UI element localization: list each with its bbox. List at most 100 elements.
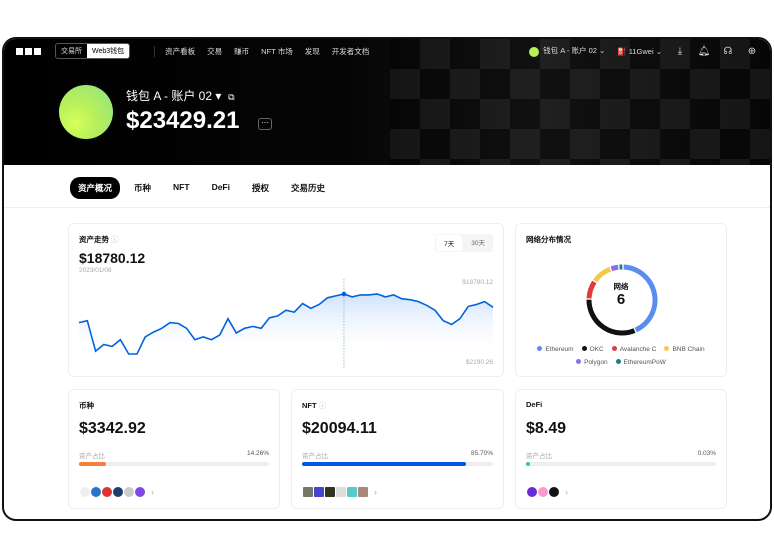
nav-link[interactable]: 赚币: [234, 46, 250, 56]
web3-wallet-tab[interactable]: Web3钱包: [87, 44, 130, 58]
card-title: 币种: [79, 401, 94, 410]
okx-logo[interactable]: [16, 47, 41, 55]
donut-slice-polygon[interactable]: [610, 264, 619, 272]
nft-card[interactable]: NFT ⓘ $20094.11 资产占比 85.70% ›: [291, 389, 504, 509]
donut-slice-avalanche-c[interactable]: [586, 280, 597, 299]
trend-chart[interactable]: [69, 224, 505, 378]
area-fill: [79, 294, 493, 358]
tab-bar: 资产概况 币种 NFT DeFi 授权 交易历史: [70, 177, 333, 199]
nav-link[interactable]: 交易: [207, 46, 223, 56]
hover-point[interactable]: [341, 291, 347, 297]
legend-item: Polygon: [576, 359, 608, 366]
card-title: DeFi: [526, 400, 543, 409]
more-icon[interactable]: ···: [258, 118, 272, 130]
wallet-name: 钱包 A - 账户 02: [126, 89, 213, 103]
range-7d[interactable]: 7天: [436, 235, 463, 251]
legend-item: OKC: [581, 346, 604, 353]
donut-slice-ethereum[interactable]: [623, 264, 658, 333]
protocol-icons[interactable]: ›: [526, 486, 568, 498]
card-value: $20094.11: [302, 420, 377, 437]
nft-thumb: [357, 486, 369, 498]
chevron-right-icon: ›: [374, 487, 377, 497]
nft-thumbnails[interactable]: ›: [302, 486, 377, 498]
download-icon[interactable]: ⤓: [677, 45, 683, 57]
trend-line: [78, 293, 494, 355]
account-label: 钱包 A - 账户 02: [543, 46, 597, 56]
gas-value: 11Gwei: [628, 46, 654, 56]
share-label: 资产占比: [526, 453, 552, 460]
tokens-card[interactable]: 币种 $3342.92 资产占比 14.26% ›: [68, 389, 280, 509]
share-bar-fill: [79, 462, 107, 466]
tab-tokens[interactable]: 币种: [134, 183, 152, 193]
network-title: 网络分布情况: [526, 235, 571, 244]
y-min-label: $2190.26: [465, 359, 493, 366]
account-avatar: [529, 46, 540, 57]
share-bar: [302, 462, 493, 466]
protocol-icon: [548, 486, 560, 498]
exchange-tab[interactable]: 交易所: [61, 48, 82, 55]
divider: [4, 207, 770, 208]
legend-row: Polygon EthereumPoW: [516, 359, 726, 366]
legend-row: Ethereum OKC Avalanche C BNB Chain: [516, 346, 726, 353]
gas-indicator[interactable]: ⛽ 11Gwei ⌄: [617, 46, 662, 56]
range-30d[interactable]: 30天: [471, 240, 485, 247]
trend-title: 资产走势: [79, 235, 109, 244]
share-label: 资产占比: [79, 453, 105, 460]
share-value: 85.70%: [470, 450, 493, 457]
card-value: $8.49: [526, 420, 567, 437]
legend-item: EthereumPoW: [615, 359, 666, 366]
info-icon[interactable]: ⓘ: [318, 401, 327, 410]
trend-date: 2023/01/08: [79, 267, 112, 274]
legend-item: BNB Chain: [664, 346, 705, 353]
header-banner: 交易所 Web3钱包 资产看板 交易 赚币 NFT 市场 发现 开发者文档 钱包…: [4, 39, 770, 165]
token-icons[interactable]: ›: [79, 486, 154, 498]
gas-pump-icon: ⛽: [617, 46, 627, 56]
share-label: 资产占比: [302, 453, 328, 460]
tab-history[interactable]: 交易历史: [291, 183, 326, 193]
bell-icon[interactable]: 🔔︎: [697, 45, 711, 57]
tab-nft[interactable]: NFT: [173, 182, 190, 192]
share-bar-fill: [526, 462, 530, 466]
wallet-avatar: [59, 85, 113, 139]
y-max-label: $18780.12: [462, 279, 493, 286]
top-nav: 交易所 Web3钱包 资产看板 交易 赚币 NFT 市场 发现 开发者文档 钱包…: [4, 39, 770, 63]
nav-link[interactable]: 发现: [304, 46, 320, 56]
share-bar: [526, 462, 716, 466]
polygon-icon: [134, 486, 146, 498]
wallet-name-selector[interactable]: 钱包 A - 账户 02 ▾ ⧉: [126, 87, 235, 104]
share-value: 0.03%: [697, 450, 716, 457]
donut-slice-okc[interactable]: [586, 299, 636, 336]
donut-slice-bnb-chain[interactable]: [593, 266, 612, 283]
tab-approvals[interactable]: 授权: [251, 183, 269, 193]
banner-pattern: [390, 39, 770, 165]
card-value: $3342.92: [79, 420, 146, 437]
share-bar: [79, 462, 269, 466]
headset-icon[interactable]: ☊: [723, 45, 733, 57]
network-distribution-card: 网络分布情况 网络 6 Ethereum OKC Avalanche C BNB…: [515, 223, 727, 377]
donut-center-label: 网络: [613, 282, 629, 291]
tab-defi[interactable]: DeFi: [211, 182, 230, 192]
network-count: 6: [616, 291, 626, 308]
legend-item: Ethereum: [537, 346, 574, 353]
nav-link[interactable]: 开发者文档: [331, 46, 370, 56]
trend-value: $18780.12: [79, 250, 146, 266]
copy-icon[interactable]: ⧉: [228, 92, 235, 102]
mode-switch: 交易所 Web3钱包: [55, 43, 131, 59]
caret-down-icon: ▾: [215, 89, 222, 103]
share-value: 14.26%: [246, 450, 269, 457]
info-icon[interactable]: ⓘ: [111, 235, 119, 244]
nav-link[interactable]: 资产看板: [165, 46, 196, 56]
app-window: 交易所 Web3钱包 资产看板 交易 赚币 NFT 市场 发现 开发者文档 钱包…: [2, 37, 772, 521]
range-toggle: 7天 30天: [435, 234, 493, 252]
wallet-balance: $23429.21: [126, 107, 240, 134]
globe-icon[interactable]: ⊕: [747, 45, 757, 57]
card-title: NFT: [302, 401, 317, 410]
defi-card[interactable]: DeFi $8.49 资产占比 0.03% ›: [515, 389, 727, 509]
nav-link[interactable]: NFT 市场: [261, 46, 293, 56]
chevron-right-icon: ›: [565, 487, 568, 497]
network-donut[interactable]: [516, 244, 728, 354]
account-switcher[interactable]: 钱包 A - 账户 02 ⌄: [529, 45, 605, 57]
share-bar-fill: [302, 462, 466, 466]
tab-overview[interactable]: 资产概况: [70, 177, 121, 199]
chevron-right-icon: ›: [151, 487, 154, 497]
